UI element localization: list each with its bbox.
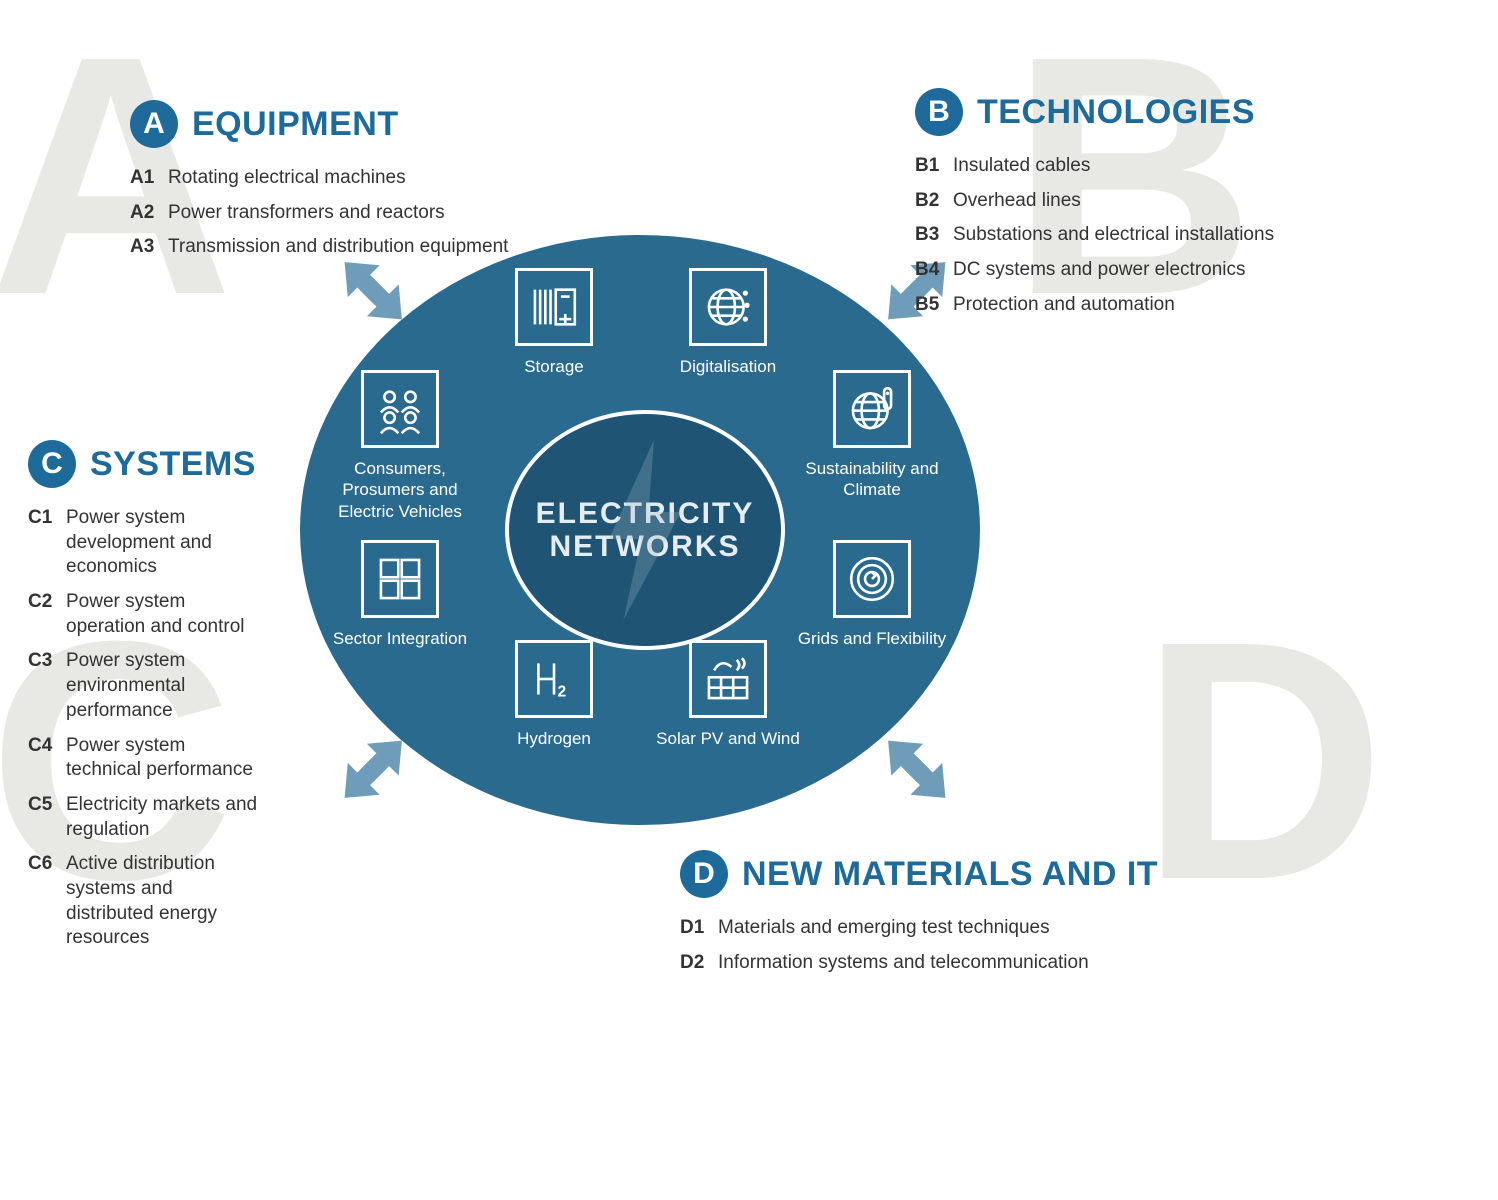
list-item: C3Power system environmental performance <box>28 649 258 723</box>
item-text: Power system environmental performance <box>66 649 258 723</box>
section-badge: A <box>130 100 178 148</box>
item-text: Materials and emerging test techniques <box>718 916 1220 941</box>
node-sustainability: Sustainability and Climate <box>792 370 952 501</box>
item-text: Substations and electrical installations <box>953 223 1335 248</box>
hydrogen-icon: 2 <box>515 640 593 718</box>
list-item: D1 Materials and emerging test techniques <box>680 916 1220 941</box>
item-text: Electricity markets and regulation <box>66 793 258 842</box>
section-new-materials-it: D NEW MATERIALS AND IT D1 Materials and eme… <box>680 850 1220 985</box>
node-storage: Storage <box>474 268 634 377</box>
node-digitalisation: Digitalisation <box>648 268 808 377</box>
list-item: C1Power system development and economics <box>28 506 258 580</box>
section-title: NEW MATERIALS AND IT <box>742 855 1158 894</box>
list-item: A3 Transmission and distribution equipmen… <box>130 235 550 260</box>
section-badge: C <box>28 440 76 488</box>
storage-icon <box>515 268 593 346</box>
list-item: C4Power system technical performance <box>28 734 258 783</box>
item-code: C6 <box>28 852 58 951</box>
list-item: B5 Protection and automation <box>915 293 1335 318</box>
item-text: Overhead lines <box>953 189 1335 214</box>
node-label: Consumers, Prosumers and Electric Vehicl… <box>325 458 475 522</box>
item-code: A1 <box>130 166 160 191</box>
gridflex-icon <box>833 540 911 618</box>
solar-icon <box>689 640 767 718</box>
list-item: C2Power system operation and control <box>28 590 258 639</box>
list-item: B3 Substations and electrical installatio… <box>915 223 1335 248</box>
item-text: Power transformers and reactors <box>168 201 550 226</box>
item-code: B4 <box>915 258 945 283</box>
node-hydrogen: 2 Hydrogen <box>474 640 634 749</box>
svg-text:2: 2 <box>557 683 566 700</box>
item-code: C4 <box>28 734 58 783</box>
section-systems: C SYSTEMS C1Power system development and e… <box>28 440 258 961</box>
item-code: B5 <box>915 293 945 318</box>
item-code: D2 <box>680 951 710 976</box>
section-title: EQUIPMENT <box>192 105 399 144</box>
list-item: D2 Information systems and telecommunicat… <box>680 951 1220 976</box>
node-sector: Sector Integration <box>320 540 480 649</box>
list-item: A1 Rotating electrical machines <box>130 166 550 191</box>
item-text: Power system technical performance <box>66 734 258 783</box>
lightning-bolt-icon <box>590 440 700 620</box>
list-item: C6Active distribution systems and distri… <box>28 852 258 951</box>
item-code: C3 <box>28 649 58 723</box>
item-text: Active distribution systems and distribu… <box>66 852 258 951</box>
item-code: B1 <box>915 154 945 179</box>
item-text: Power system operation and control <box>66 590 258 639</box>
node-gridflex: Grids and Flexibility <box>792 540 952 649</box>
item-text: Protection and automation <box>953 293 1335 318</box>
node-label: Solar PV and Wind <box>656 728 800 749</box>
item-code: C1 <box>28 506 58 580</box>
item-text: Rotating electrical machines <box>168 166 550 191</box>
section-badge: B <box>915 88 963 136</box>
item-code: B3 <box>915 223 945 248</box>
item-code: B2 <box>915 189 945 214</box>
digitalisation-icon <box>689 268 767 346</box>
center-ellipse: ELECTRICITY NETWORKS <box>505 410 785 650</box>
item-text: Information systems and telecommunicatio… <box>718 951 1220 976</box>
list-item: C5Electricity markets and regulation <box>28 793 258 842</box>
item-text: Power system development and economics <box>66 506 258 580</box>
node-label: Sustainability and Climate <box>797 458 947 501</box>
section-technologies: B TECHNOLOGIES B1 Insulated cables B2 Overhea… <box>915 88 1335 327</box>
list-item: B2 Overhead lines <box>915 189 1335 214</box>
node-label: Hydrogen <box>517 728 591 749</box>
node-label: Sector Integration <box>333 628 467 649</box>
item-text: Transmission and distribution equipment <box>168 235 550 260</box>
item-text: Insulated cables <box>953 154 1335 179</box>
section-title: TECHNOLOGIES <box>977 93 1255 132</box>
section-equipment: A EQUIPMENT A1 Rotating electrical machines… <box>130 100 550 270</box>
node-solar: Solar PV and Wind <box>648 640 808 749</box>
item-code: A2 <box>130 201 160 226</box>
node-consumers: Consumers, Prosumers and Electric Vehicl… <box>320 370 480 522</box>
node-label: Storage <box>524 356 584 377</box>
section-badge: D <box>680 850 728 898</box>
node-label: Grids and Flexibility <box>798 628 946 649</box>
item-code: D1 <box>680 916 710 941</box>
sector-icon <box>361 540 439 618</box>
list-item: B4 DC systems and power electronics <box>915 258 1335 283</box>
item-code: A3 <box>130 235 160 260</box>
item-code: C2 <box>28 590 58 639</box>
node-label: Digitalisation <box>680 356 776 377</box>
section-title: SYSTEMS <box>90 445 256 484</box>
sustainability-icon <box>833 370 911 448</box>
list-item: B1 Insulated cables <box>915 154 1335 179</box>
consumers-icon <box>361 370 439 448</box>
list-item: A2 Power transformers and reactors <box>130 201 550 226</box>
item-text: DC systems and power electronics <box>953 258 1335 283</box>
item-code: C5 <box>28 793 58 842</box>
